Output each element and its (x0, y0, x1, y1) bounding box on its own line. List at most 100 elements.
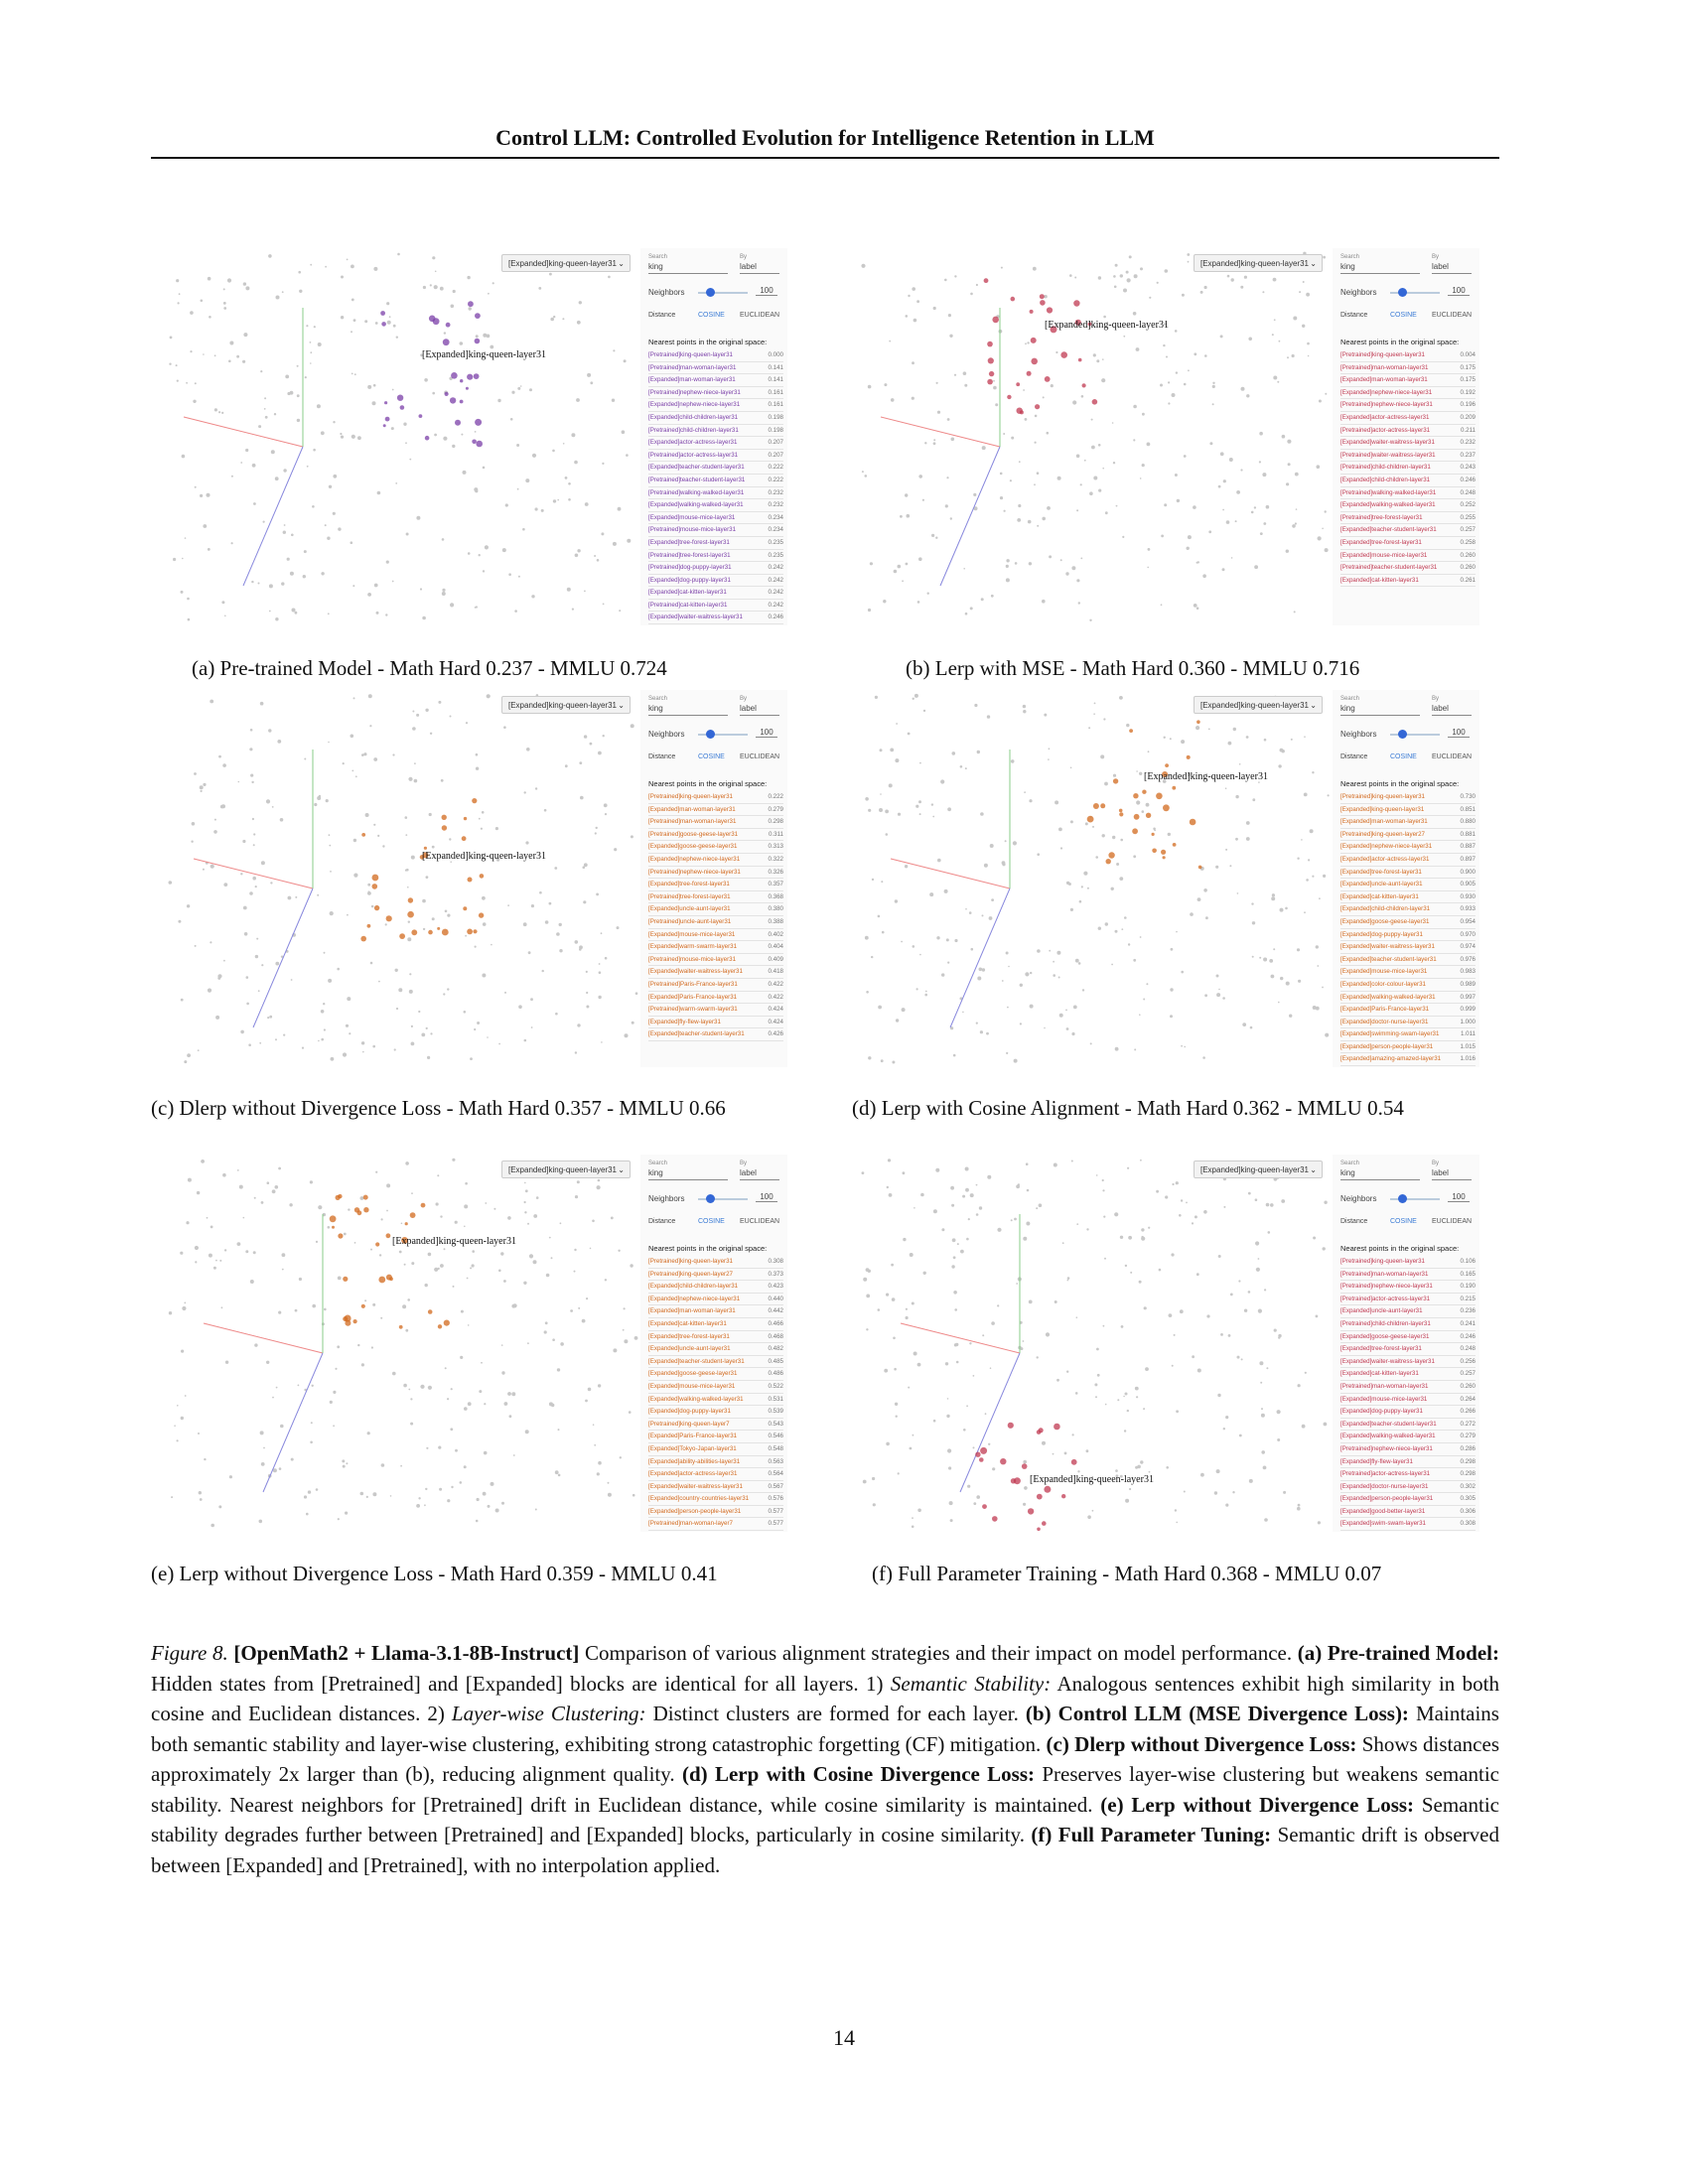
tensor-dropdown[interactable]: [Expanded]king-queen-layer31 ⌄ (1194, 254, 1323, 272)
neighbor-row[interactable]: [Expanded]good-better-layer31 0.306 (1340, 1506, 1476, 1519)
by-select[interactable]: label (740, 1167, 779, 1180)
neighbor-row[interactable]: [Pretrained]walking-walked-layer31 0.248 (1340, 487, 1476, 500)
neighbor-row[interactable]: [Expanded]man-woman-layer31 0.442 (648, 1305, 783, 1318)
by-select[interactable]: label (740, 703, 779, 716)
neighbor-row[interactable]: [Pretrained]man-woman-layer7 0.577 (648, 1518, 783, 1532)
neighbor-row[interactable]: [Expanded]fly-flew-layer31 0.298 (1340, 1456, 1476, 1469)
neighbor-row[interactable]: [Expanded]walking-walked-layer31 0.252 (1340, 499, 1476, 512)
neighbor-row[interactable]: [Expanded]walking-walked-layer31 0.232 (648, 499, 783, 512)
neighbor-row[interactable]: [Expanded]goose-geese-layer31 0.486 (648, 1368, 783, 1381)
cosine-toggle[interactable]: COSINE (1390, 312, 1417, 319)
neighbor-row[interactable]: [Pretrained]mouse-mice-layer31 0.234 (648, 524, 783, 537)
neighbor-row[interactable]: [Expanded]person-people-layer31 0.577 (648, 1506, 783, 1519)
neighbor-row[interactable]: [Expanded]dog-puppy-layer31 0.242 (648, 575, 783, 588)
search-input[interactable]: king (648, 1167, 728, 1180)
neighbor-row[interactable]: [Pretrained]man-woman-layer31 0.260 (1340, 1381, 1476, 1394)
neighbor-row[interactable]: [Expanded]mouse-mice-layer31 0.260 (1340, 550, 1476, 563)
neighbor-row[interactable]: [Pretrained]nephew-niece-layer31 0.161 (648, 387, 783, 400)
neighbor-row[interactable]: [Expanded]uncle-aunt-layer31 0.380 (648, 903, 783, 916)
neighbors-slider[interactable] (698, 734, 748, 736)
neighbor-row[interactable]: [Expanded]terrifying-terrified-layer311.… (1340, 1066, 1476, 1067)
neighbor-row[interactable]: [Pretrained]man-woman-layer31 0.141 (648, 362, 783, 375)
neighbor-row[interactable]: [Expanded]waiter-waitress-layer31 0.256 (1340, 1356, 1476, 1369)
neighbor-row[interactable]: [Expanded]child-children-layer31 0.423 (648, 1281, 783, 1294)
neighbor-row[interactable]: [Expanded]fly-flew-layer31 0.424 (648, 1017, 783, 1029)
neighbor-row[interactable]: [Pretrained]king-queen-layer31 0.106 (1340, 1256, 1476, 1269)
neighbor-row[interactable]: [Pretrained]teacher-student-layer31 0.260 (1340, 562, 1476, 575)
neighbors-value[interactable]: 100 (756, 286, 777, 296)
neighbor-row[interactable]: [Expanded]nephew-niece-layer31 0.440 (648, 1294, 783, 1306)
neighbor-row[interactable]: [Expanded]dog-puppy-layer31 0.539 (648, 1406, 783, 1419)
neighbor-row[interactable]: [Expanded]actor-actress-layer31 0.207 (648, 437, 783, 450)
neighbor-row[interactable]: [Pretrained]man-woman-layer31 0.175 (1340, 362, 1476, 375)
search-input[interactable]: king (648, 703, 728, 716)
embedding-plot[interactable]: [Expanded]king-queen-layer31 (856, 1155, 1335, 1532)
neighbor-row[interactable]: [Expanded]cat-kitten-layer31 0.466 (648, 1318, 783, 1331)
neighbor-row[interactable]: [Expanded]goose-geese-layer31 0.313 (648, 841, 783, 854)
neighbors-slider[interactable] (1390, 1198, 1440, 1200)
neighbor-row[interactable]: [Pretrained]king-queen-layer31 0.730 (1340, 791, 1476, 804)
neighbor-row[interactable]: [Expanded]cat-kitten-layer31 0.242 (648, 587, 783, 600)
neighbor-row[interactable]: [Expanded]walking-walked-layer31 0.531 (648, 1394, 783, 1407)
search-input[interactable]: king (1340, 261, 1420, 274)
neighbor-row[interactable]: [Expanded]tree-forest-layer31 0.258 (1340, 537, 1476, 550)
neighbor-row[interactable]: [Expanded]man-woman-layer31 0.141 (648, 374, 783, 387)
neighbor-row[interactable]: [Expanded]warm-swarm-layer31 0.404 (648, 941, 783, 954)
neighbor-row[interactable]: [Pretrained]walking-walked-layer31 0.232 (648, 487, 783, 500)
neighbor-row[interactable]: [Pretrained]mouse-mice-layer31 0.409 (648, 954, 783, 967)
neighbor-row[interactable]: [Expanded]uncle-aunt-layer31 0.905 (1340, 879, 1476, 891)
euclidean-toggle[interactable]: EUCLIDEAN (740, 312, 780, 319)
cosine-toggle[interactable]: COSINE (698, 312, 725, 319)
euclidean-toggle[interactable]: EUCLIDEAN (1432, 1218, 1473, 1225)
neighbors-slider[interactable] (698, 1198, 748, 1200)
neighbor-row[interactable]: [Pretrained]king-queen-layer31 0.004 (1340, 349, 1476, 362)
neighbor-row[interactable]: [Pretrained]tree-forest-layer31 0.235 (648, 550, 783, 563)
neighbors-slider[interactable] (698, 292, 748, 294)
neighbor-row[interactable]: [Pretrained]waiter-waitress-layer31 0.237 (1340, 450, 1476, 463)
neighbor-row[interactable]: [Pretrained]king-queen-layer27 0.881 (1340, 829, 1476, 842)
neighbor-row[interactable]: [Pretrained]actor-actress-layer31 0.215 (1340, 1294, 1476, 1306)
neighbor-row[interactable]: [Expanded]dog-puppy-layer31 0.266 (1340, 1406, 1476, 1419)
neighbor-row[interactable]: [Expanded]cat-kitten-layer31 0.261 (1340, 575, 1476, 588)
by-select[interactable]: label (740, 261, 779, 274)
search-input[interactable]: king (1340, 703, 1420, 716)
tensor-dropdown[interactable]: [Expanded]king-queen-layer31 ⌄ (501, 1160, 631, 1178)
neighbor-row[interactable]: [Expanded]tree-forest-layer31 0.248 (1340, 1343, 1476, 1356)
neighbor-row[interactable]: [Expanded]waiter-waitress-layer31 0.246 (648, 612, 783, 625)
neighbor-row[interactable]: [Expanded]mouse-mice-layer31 0.522 (648, 1381, 783, 1394)
neighbor-row[interactable]: [Expanded]teacher-student-layer31 0.426 (648, 1028, 783, 1041)
neighbors-value[interactable]: 100 (756, 728, 777, 738)
neighbor-row[interactable]: [Pretrained]man-woman-layer31 0.165 (1340, 1269, 1476, 1282)
neighbor-row[interactable]: [Pretrained]child-children-layer31 0.241 (1340, 1318, 1476, 1331)
neighbor-row[interactable]: [Expanded]Tokyo-Japan-layer31 0.548 (648, 1443, 783, 1456)
neighbor-row[interactable]: [Pretrained]actor-actress-layer31 0.211 (1340, 425, 1476, 438)
neighbor-row[interactable]: [Expanded]tree-forest-layer31 0.900 (1340, 867, 1476, 880)
neighbors-slider-knob[interactable] (1398, 1194, 1407, 1203)
tensor-dropdown[interactable]: [Expanded]king-queen-layer31 ⌄ (501, 254, 631, 272)
tensor-dropdown[interactable]: [Expanded]king-queen-layer31 ⌄ (1194, 696, 1323, 714)
neighbor-row[interactable]: [Pretrained]child-children-layer31 0.243 (1340, 462, 1476, 475)
neighbor-row[interactable]: [Expanded]waiter-waitress-layer31 0.232 (1340, 437, 1476, 450)
neighbor-row[interactable]: [Expanded]waiter-waitress-layer31 0.567 (648, 1481, 783, 1494)
neighbor-row[interactable]: [Expanded]goose-geese-layer31 0.954 (1340, 916, 1476, 929)
neighbors-slider-knob[interactable] (706, 730, 715, 739)
embedding-plot[interactable]: [Expanded]king-queen-layer31 (856, 248, 1335, 625)
by-select[interactable]: label (1432, 261, 1472, 274)
neighbors-slider[interactable] (1390, 292, 1440, 294)
tensor-dropdown[interactable]: [Expanded]king-queen-layer31 ⌄ (501, 696, 631, 714)
neighbor-row[interactable]: [Expanded]tree-forest-layer31 0.468 (648, 1331, 783, 1344)
neighbor-row[interactable]: [Pretrained]nephew-niece-layer31 0.326 (648, 867, 783, 880)
neighbor-row[interactable]: [Pretrained]nephew-niece-layer31 0.286 (1340, 1443, 1476, 1456)
neighbors-slider-knob[interactable] (706, 1194, 715, 1203)
neighbor-row[interactable]: [Expanded]cat-kitten-layer31 0.257 (1340, 1368, 1476, 1381)
euclidean-toggle[interactable]: EUCLIDEAN (1432, 753, 1473, 760)
neighbor-row[interactable]: [Expanded]dog-puppy-layer31 0.970 (1340, 929, 1476, 942)
neighbors-slider-knob[interactable] (1398, 288, 1407, 297)
neighbors-value[interactable]: 100 (1448, 286, 1470, 296)
neighbor-row[interactable]: [Expanded]mouse-mice-layer31 0.264 (1340, 1394, 1476, 1407)
euclidean-toggle[interactable]: EUCLIDEAN (1432, 312, 1473, 319)
search-input[interactable]: king (1340, 1167, 1420, 1180)
neighbors-value[interactable]: 100 (1448, 728, 1470, 738)
neighbor-row[interactable]: [Expanded]teacher-student-layer31 0.485 (648, 1356, 783, 1369)
